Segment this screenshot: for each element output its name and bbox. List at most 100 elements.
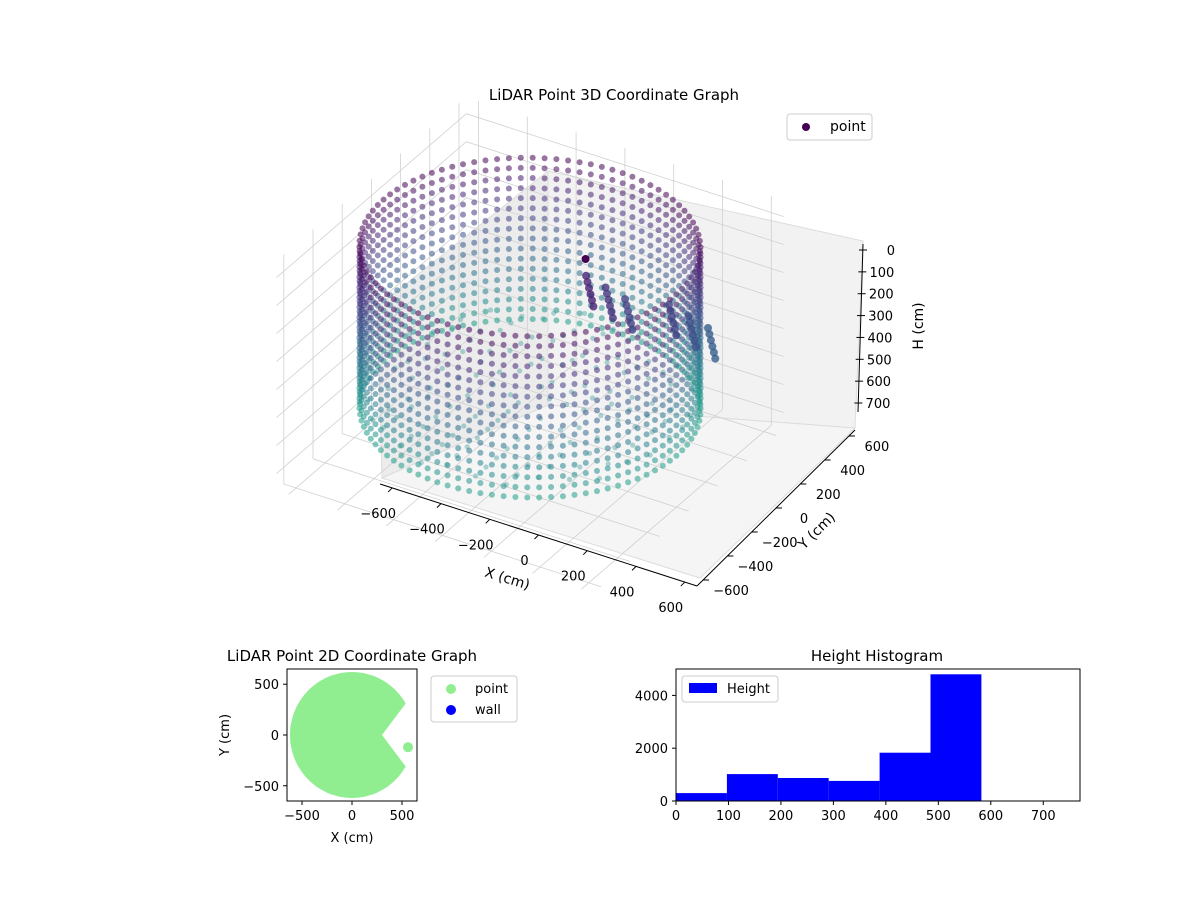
point-marker xyxy=(505,306,512,313)
point-marker xyxy=(697,405,704,412)
point-marker xyxy=(494,186,501,193)
point-marker xyxy=(553,186,560,193)
point-marker xyxy=(529,316,536,323)
point-marker xyxy=(582,399,589,406)
point-marker xyxy=(571,451,578,458)
point-marker xyxy=(438,217,445,224)
point-marker xyxy=(536,494,543,501)
point-marker xyxy=(708,342,717,351)
pane-floor xyxy=(380,404,857,579)
point-marker xyxy=(398,462,405,469)
point-marker xyxy=(541,165,548,172)
point-marker xyxy=(669,217,676,223)
point-marker xyxy=(688,385,695,392)
point-marker xyxy=(406,396,413,403)
point-marker xyxy=(471,199,478,206)
point-marker xyxy=(406,316,413,322)
point-marker xyxy=(512,403,519,410)
histogram-bars xyxy=(676,674,982,801)
point-marker xyxy=(548,373,555,380)
point-marker xyxy=(500,341,507,348)
point-marker xyxy=(488,481,495,488)
point-marker xyxy=(598,315,605,322)
point-marker xyxy=(686,253,693,260)
point-marker xyxy=(567,439,573,445)
point-marker xyxy=(681,268,688,275)
point-marker xyxy=(576,310,583,317)
point-marker xyxy=(598,184,605,190)
point-marker xyxy=(559,452,566,459)
point-marker xyxy=(576,159,583,166)
point-marker xyxy=(629,244,636,251)
x-tick-3d xyxy=(436,503,442,508)
point-marker xyxy=(466,457,473,464)
point-marker xyxy=(659,452,666,459)
point-marker xyxy=(670,325,679,334)
point-marker xyxy=(505,185,512,192)
point-marker xyxy=(449,274,456,281)
point-marker xyxy=(681,369,688,376)
point-marker xyxy=(625,378,632,385)
point-marker xyxy=(471,219,478,226)
point-marker xyxy=(652,417,658,423)
point-marker xyxy=(367,274,374,281)
point-marker xyxy=(686,344,693,351)
point-marker xyxy=(686,274,693,281)
point-marker xyxy=(402,242,408,249)
y-tick-label-3d: 600 xyxy=(865,440,890,455)
point-marker xyxy=(410,248,417,255)
point-marker xyxy=(615,452,622,459)
point-marker xyxy=(471,320,478,327)
point-marker xyxy=(565,268,572,275)
point-marker xyxy=(410,238,417,245)
point-marker xyxy=(380,206,387,213)
point-marker xyxy=(553,216,560,223)
point-marker xyxy=(601,283,610,292)
point-marker xyxy=(460,348,466,355)
point-marker xyxy=(428,220,435,227)
point-marker xyxy=(696,399,703,406)
point-marker xyxy=(634,435,641,442)
point-marker xyxy=(387,211,394,218)
point-marker xyxy=(415,360,422,367)
x-tick-3d xyxy=(534,534,539,540)
point-marker xyxy=(629,274,636,281)
point-marker xyxy=(565,207,572,214)
point-marker xyxy=(582,459,589,466)
point-marker xyxy=(609,237,616,244)
point-marker xyxy=(643,461,650,468)
point-marker xyxy=(553,287,560,294)
point-marker xyxy=(505,155,512,162)
point-marker xyxy=(609,166,616,173)
point-marker xyxy=(663,242,670,249)
point-marker xyxy=(559,442,566,449)
point-marker xyxy=(587,231,594,238)
point-marker xyxy=(604,445,611,452)
point-marker xyxy=(676,222,683,229)
point-marker xyxy=(629,173,636,180)
point-marker xyxy=(541,225,548,232)
point-marker xyxy=(594,387,600,394)
point-marker xyxy=(643,391,650,397)
point-marker xyxy=(438,327,445,334)
point-marker xyxy=(367,294,374,301)
point-marker xyxy=(576,425,582,431)
point-marker xyxy=(363,389,370,396)
point-marker xyxy=(477,379,484,386)
point-marker xyxy=(666,407,673,414)
point-marker xyxy=(629,234,636,241)
point-marker xyxy=(372,431,379,438)
point-marker xyxy=(587,191,594,198)
point-marker xyxy=(398,341,405,348)
point-marker xyxy=(363,359,370,366)
point-marker xyxy=(704,324,712,332)
point-marker xyxy=(360,343,367,350)
legend-point-label: point xyxy=(830,119,866,135)
point-marker xyxy=(587,242,594,248)
point-marker xyxy=(643,310,650,317)
point-marker xyxy=(380,216,387,223)
point-marker xyxy=(625,388,632,395)
point-marker xyxy=(434,469,441,476)
point-marker xyxy=(615,351,622,358)
point-marker xyxy=(524,393,531,400)
